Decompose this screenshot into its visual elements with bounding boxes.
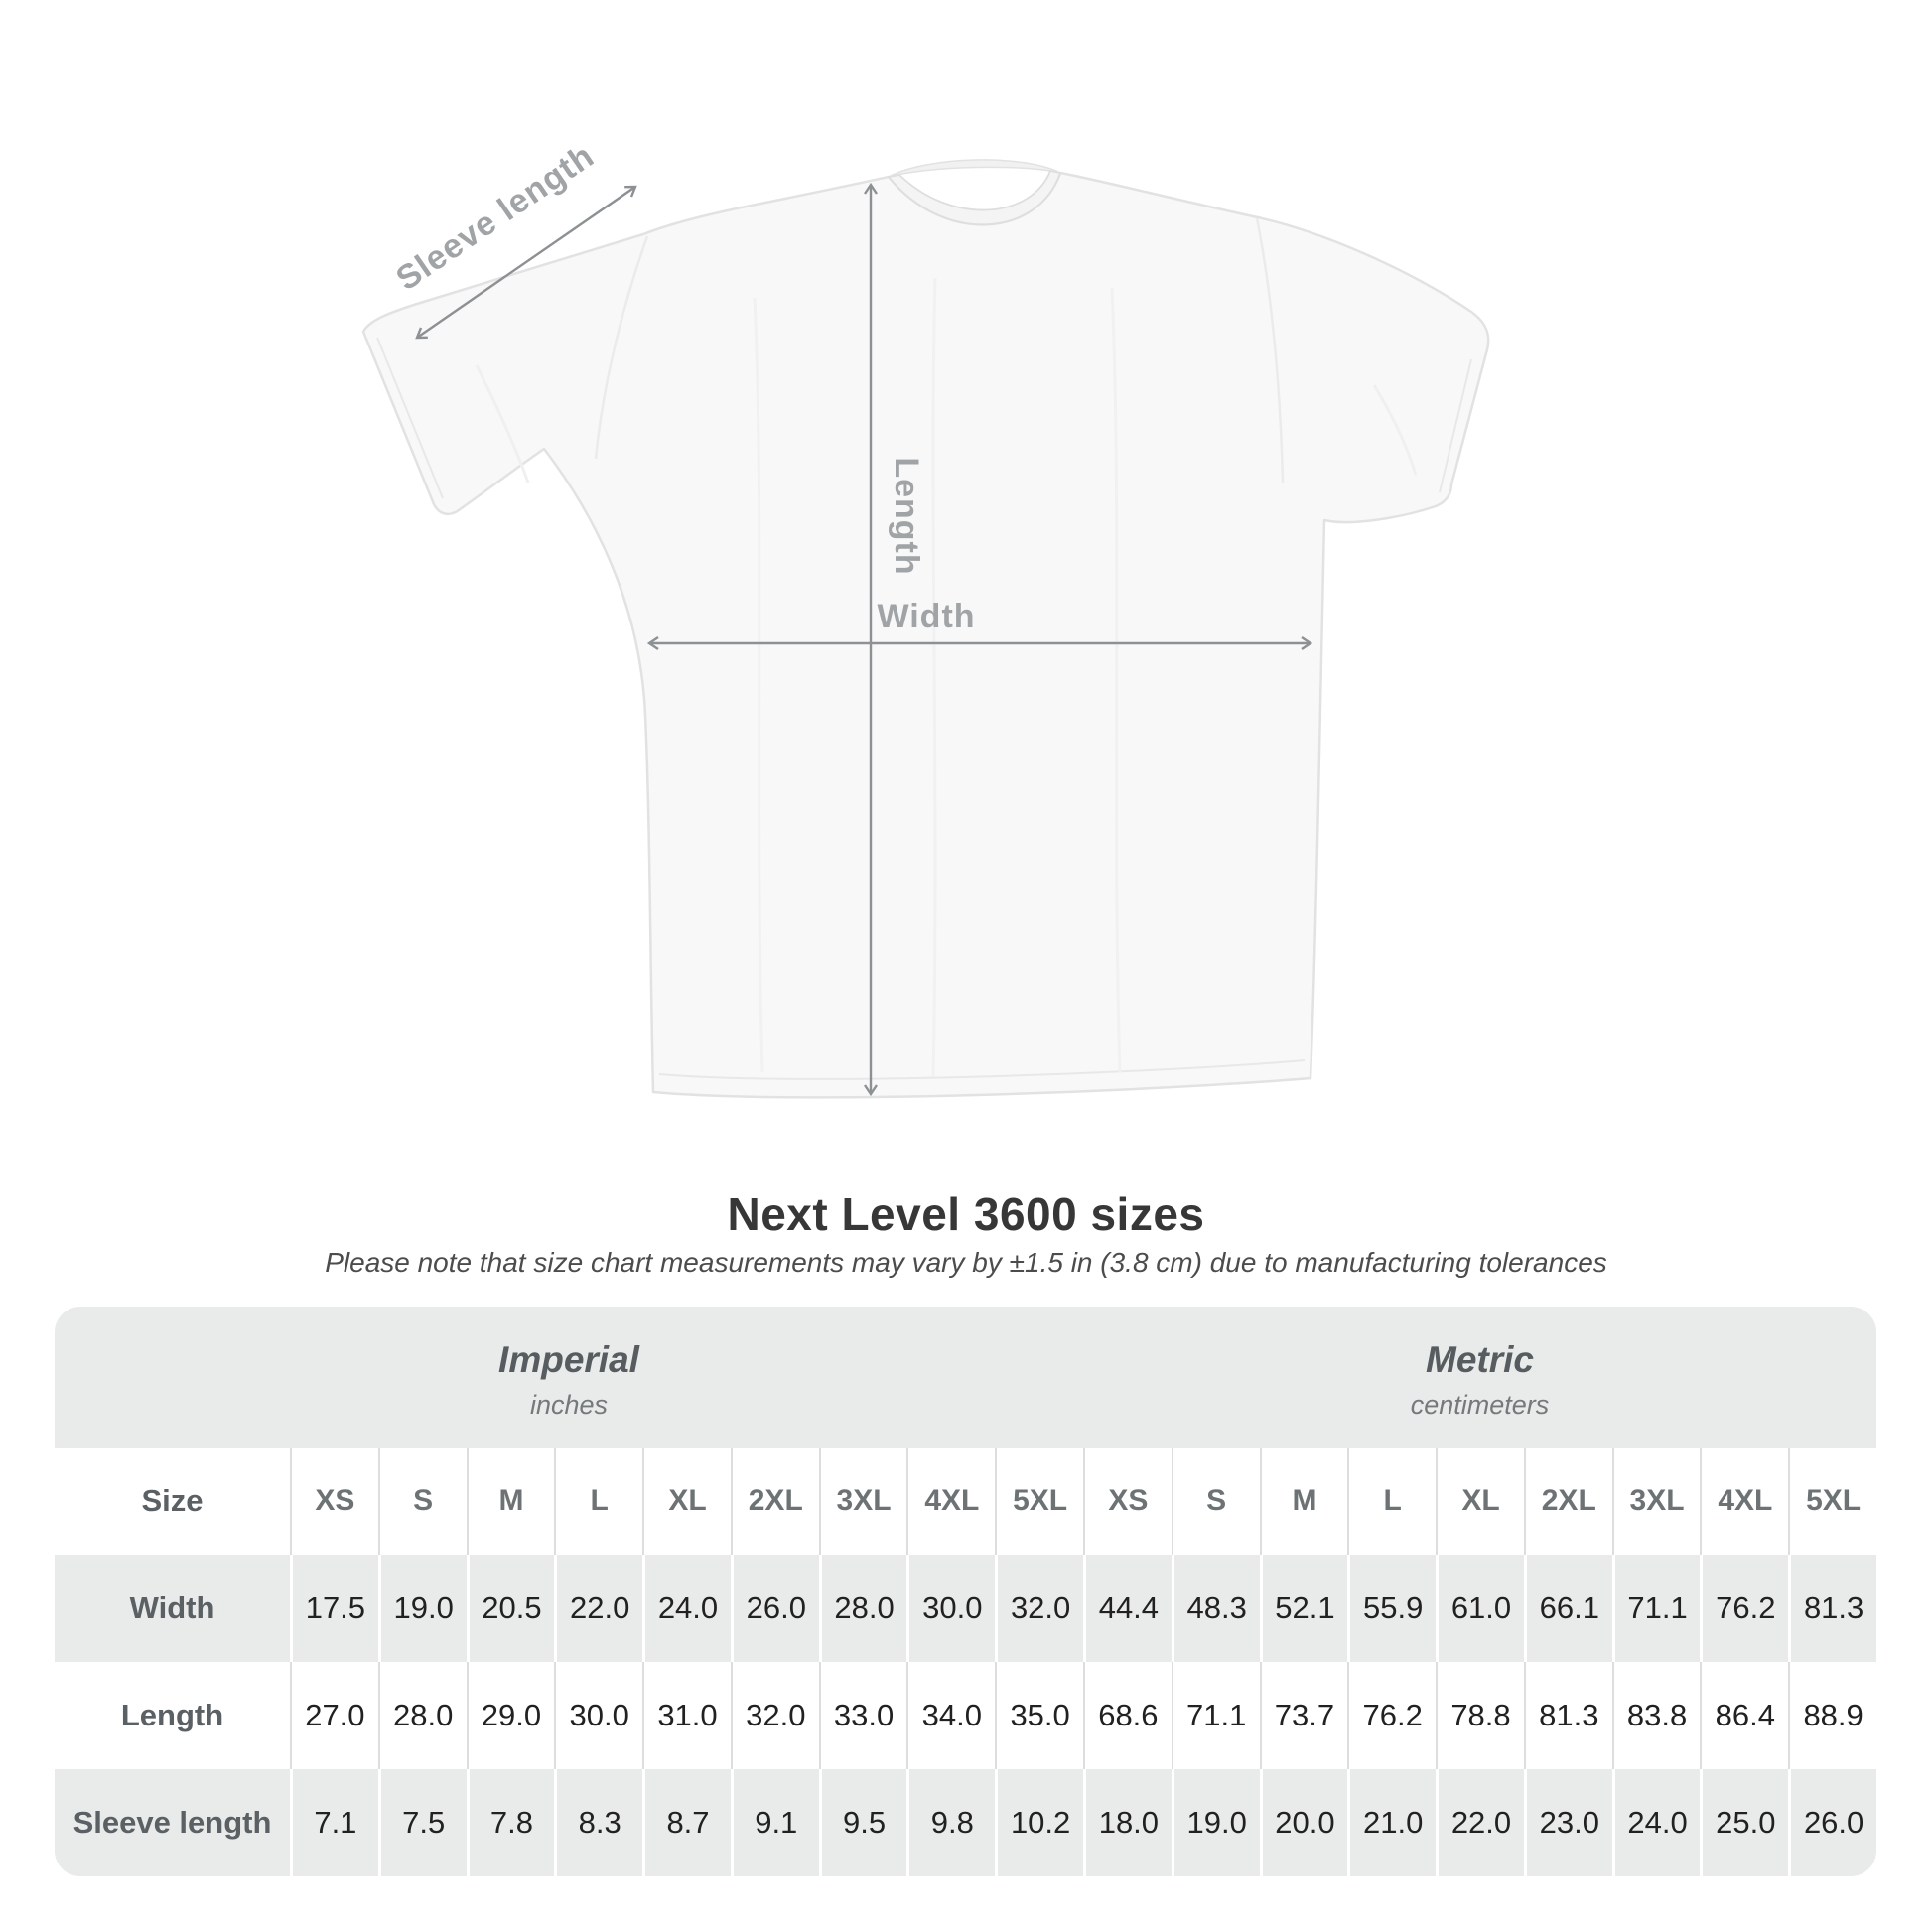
measure-value: 27.0 (290, 1662, 378, 1769)
size-col-header: XL (642, 1448, 731, 1555)
measure-value: 61.0 (1436, 1555, 1524, 1662)
measure-value: 30.0 (906, 1555, 995, 1662)
measure-value: 7.5 (377, 1769, 467, 1876)
measure-value: 19.0 (377, 1555, 467, 1662)
measure-value: 28.0 (818, 1555, 907, 1662)
size-col-header: M (1259, 1448, 1348, 1555)
measure-value: 20.0 (1259, 1769, 1348, 1876)
measure-value: 9.1 (730, 1769, 819, 1876)
unit-header-row: Imperial inches Metric centimeters (55, 1307, 1876, 1448)
measure-value: 23.0 (1523, 1769, 1612, 1876)
measure-value: 22.0 (1436, 1769, 1524, 1876)
measure-value: 30.0 (554, 1662, 643, 1769)
size-col-header: XS (1083, 1448, 1172, 1555)
size-col-header: 4XL (1700, 1448, 1789, 1555)
tshirt-graphic: Width Length Sleeve length (361, 137, 1490, 1099)
size-col-header: S (1171, 1448, 1260, 1555)
measure-value: 7.8 (466, 1769, 555, 1876)
size-col-header: M (466, 1448, 555, 1555)
measure-value: 81.3 (1788, 1555, 1876, 1662)
measure-value: 78.8 (1436, 1662, 1524, 1769)
measure-value: 44.4 (1083, 1555, 1172, 1662)
measure-value: 31.0 (642, 1662, 731, 1769)
metric-header: Metric centimeters (1083, 1307, 1876, 1448)
size-col-header: S (377, 1448, 467, 1555)
measure-value: 83.8 (1611, 1662, 1701, 1769)
shirt-measurement-diagram: Width Length Sleeve length (361, 137, 1490, 1099)
measure-value: 55.9 (1347, 1555, 1436, 1662)
size-col-header: 2XL (1523, 1448, 1612, 1555)
size-row-label: Size (55, 1448, 290, 1555)
size-col-header: L (554, 1448, 643, 1555)
measure-value: 33.0 (818, 1662, 907, 1769)
measure-value: 26.0 (730, 1555, 819, 1662)
measure-value: 9.8 (906, 1769, 995, 1876)
measure-value: 34.0 (906, 1662, 996, 1769)
metric-unit: centimeters (1410, 1390, 1550, 1420)
measure-value: 71.1 (1611, 1555, 1701, 1662)
measure-value: 7.1 (290, 1769, 378, 1876)
measure-value: 10.2 (995, 1769, 1083, 1876)
measure-value: 48.3 (1171, 1555, 1260, 1662)
measure-value: 29.0 (466, 1662, 555, 1769)
size-col-header: XL (1436, 1448, 1524, 1555)
measure-row-label: Length (55, 1662, 290, 1769)
measure-value: 28.0 (377, 1662, 467, 1769)
measure-value: 32.0 (995, 1555, 1083, 1662)
width-label: Width (877, 598, 975, 635)
measure-value: 68.6 (1083, 1662, 1172, 1769)
collar (887, 169, 1062, 226)
measure-value: 22.0 (554, 1555, 642, 1662)
measure-value: 18.0 (1083, 1769, 1172, 1876)
measure-value: 19.0 (1171, 1769, 1260, 1876)
tolerance-note: Please note that size chart measurements… (325, 1247, 1607, 1278)
measure-value: 86.4 (1700, 1662, 1789, 1769)
measure-value: 32.0 (730, 1662, 819, 1769)
measure-value: 35.0 (995, 1662, 1083, 1769)
measure-value: 52.1 (1259, 1555, 1348, 1662)
metric-title: Metric (1426, 1339, 1534, 1380)
measure-value: 26.0 (1788, 1769, 1876, 1876)
measure-value: 24.0 (1611, 1769, 1701, 1876)
measure-value: 76.2 (1700, 1555, 1788, 1662)
imperial-title: Imperial (498, 1339, 639, 1380)
measure-row-label: Width (129, 1590, 215, 1625)
tshirt-body (361, 159, 1490, 1099)
size-col-header: L (1347, 1448, 1437, 1555)
size-col-header: 3XL (818, 1448, 907, 1555)
measure-value: 73.7 (1259, 1662, 1348, 1769)
measure-value: 88.9 (1788, 1662, 1876, 1769)
measure-value: 76.2 (1347, 1662, 1437, 1769)
measure-value: 81.3 (1523, 1662, 1612, 1769)
size-col-header: 4XL (906, 1448, 996, 1555)
size-col-header: 3XL (1611, 1448, 1701, 1555)
size-table: Size XS S M L XL 2XL 3XL 4XL 5XL XS S M L XL 2XL 3XL 4XL 5… (55, 1448, 1876, 1876)
collar-back (888, 159, 1061, 178)
page-title: Next Level 3600 sizes (727, 1188, 1205, 1240)
size-col-header: XS (290, 1448, 378, 1555)
measure-value: 8.7 (642, 1769, 731, 1876)
measure-value: 71.1 (1171, 1662, 1260, 1769)
imperial-header: Imperial inches (55, 1307, 1083, 1448)
size-col-header: 5XL (995, 1448, 1083, 1555)
size-col-header: 2XL (730, 1448, 819, 1555)
measure-value: 25.0 (1700, 1769, 1788, 1876)
measure-value: 66.1 (1523, 1555, 1612, 1662)
dimension-arrows (415, 182, 1313, 1097)
size-chart-card: Imperial inches Metric centimeters Size X… (55, 1307, 1876, 1876)
measure-value: 24.0 (642, 1555, 731, 1662)
measure-value: 20.5 (466, 1555, 555, 1662)
length-label: Length (888, 457, 925, 575)
measure-value: 8.3 (554, 1769, 642, 1876)
sleeve-length-arrow (415, 185, 637, 340)
measure-value: 9.5 (818, 1769, 907, 1876)
imperial-unit: inches (529, 1390, 609, 1420)
measure-row-label: Sleeve length (72, 1805, 272, 1840)
measure-value: 17.5 (290, 1555, 378, 1662)
measure-value: 21.0 (1347, 1769, 1436, 1876)
size-col-header: 5XL (1788, 1448, 1876, 1555)
